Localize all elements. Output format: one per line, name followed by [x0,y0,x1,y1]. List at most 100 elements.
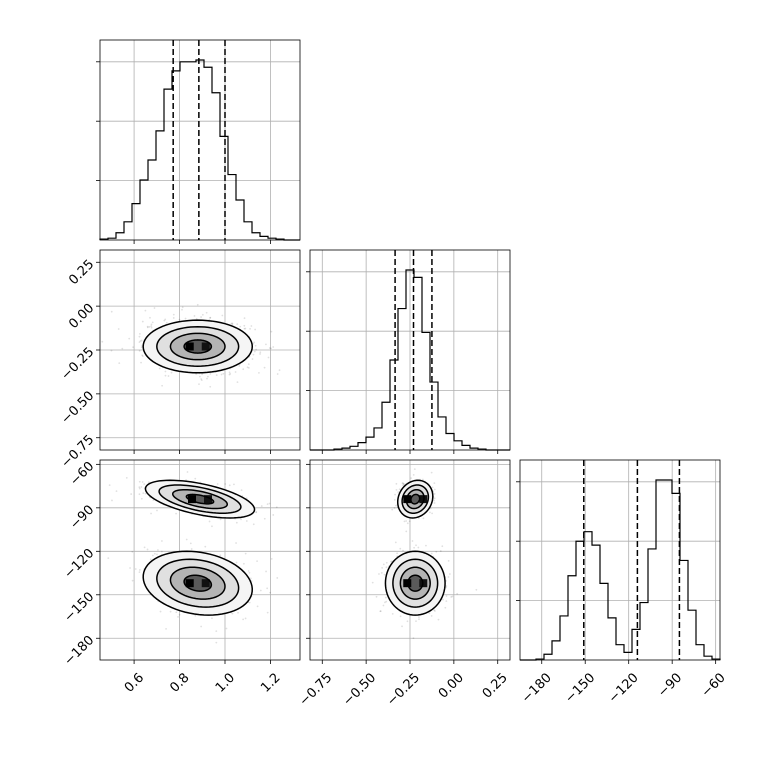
scatter-point [238,365,241,367]
scatter-point [410,477,413,479]
y-tick-label: 0.25 [66,257,97,288]
scatter-point [138,349,141,352]
scatter-point [151,321,154,324]
scatter-point [243,324,246,327]
scatter-point [394,493,396,496]
scatter-point [181,306,184,309]
joint-panel-param-0-param-1: −0.75−0.50−0.250.000.25 [59,249,301,471]
scatter-point [156,553,158,556]
scatter-point [475,588,478,591]
scatter-point [150,325,153,328]
scatter-point [110,310,113,313]
scatter-point [447,576,450,578]
scatter-point [254,328,257,331]
scatter-point [138,335,141,338]
x-tick-label: 1.2 [258,670,283,695]
contour-line [183,574,213,592]
scatter-point [433,609,436,612]
scatter-point [240,489,243,492]
scatter-point [408,520,411,523]
contour-line [142,319,254,374]
scatter-point [144,492,147,495]
scatter-point [385,600,388,603]
scatter-point [138,333,141,335]
scatter-point [209,373,212,375]
contour-line [185,493,215,505]
scatter-point [205,311,208,314]
scatter-point [150,326,153,329]
scatter-point [169,610,172,613]
scatter-point [158,367,161,370]
scatter-point [383,573,386,576]
scatter-point [141,481,144,483]
scatter-point [256,605,259,608]
scatter-point [131,550,134,553]
scatter-point [393,498,396,501]
scatter-point [220,373,223,376]
scatter-point [108,484,111,487]
scatter-point [143,546,146,549]
contour-line [144,479,256,519]
joint-panel-param-0-param-2: 0.6 0.8 1.0 1.2−180−150−120−90−60 [61,459,301,696]
scatter-point [270,557,273,560]
scatter-point [229,372,232,375]
scatter-point [397,491,400,494]
contour-line [169,332,226,361]
scatter-point [379,610,382,613]
scatter-point [275,506,278,509]
scatter-point [200,625,203,628]
scatter-point [248,601,251,604]
scatter-point [401,482,404,485]
scatter-point [216,483,219,485]
scatter-point [433,482,436,485]
scatter-point [371,581,374,584]
scatter-point [198,383,200,386]
scatter-point [128,337,131,340]
scatter-point [138,486,141,489]
scatter-point [379,610,382,613]
scatter-point [115,490,118,492]
axes-frame [519,459,721,661]
scatter-point [140,346,143,349]
scatter-point [430,471,433,474]
scatter-point [434,610,436,612]
scatter-point [219,554,222,557]
scatter-point [204,545,207,548]
scatter-point [382,604,385,607]
x-tick-label: 0.6 [122,670,147,695]
scatter-point [272,346,275,348]
scatter-point [395,482,398,485]
panel-content [371,468,478,640]
scatter-point [415,544,417,547]
scatter-point [398,488,401,491]
scatter-point [186,471,189,473]
scatter-point [240,518,242,521]
scatter-point [150,323,153,326]
scatter-point [439,550,442,552]
contour-line [183,339,213,354]
scatter-point [244,552,247,555]
scatter-point [381,566,384,569]
scatter-point [138,487,141,490]
scatter-point [201,313,204,316]
scatter-point [152,499,155,501]
scatter-point [161,540,163,542]
scatter-point [130,493,133,495]
scatter-point [390,560,392,563]
panel-content [101,303,281,388]
contour-line [156,325,240,367]
scatter-point [194,477,197,480]
scatter-point [445,600,448,602]
scatter-point [243,327,246,330]
scatter-point [151,554,154,557]
scatter-point [144,309,147,312]
scatter-point [245,520,248,522]
scatter-point [224,483,227,485]
density-cell [185,579,194,588]
scatter-point [253,341,256,344]
x-tick-label: −0.75 [297,670,336,709]
x-tick-label: −150 [562,670,598,706]
scatter-point [418,618,420,621]
scatter-point [234,371,237,373]
scatter-point [190,548,193,550]
